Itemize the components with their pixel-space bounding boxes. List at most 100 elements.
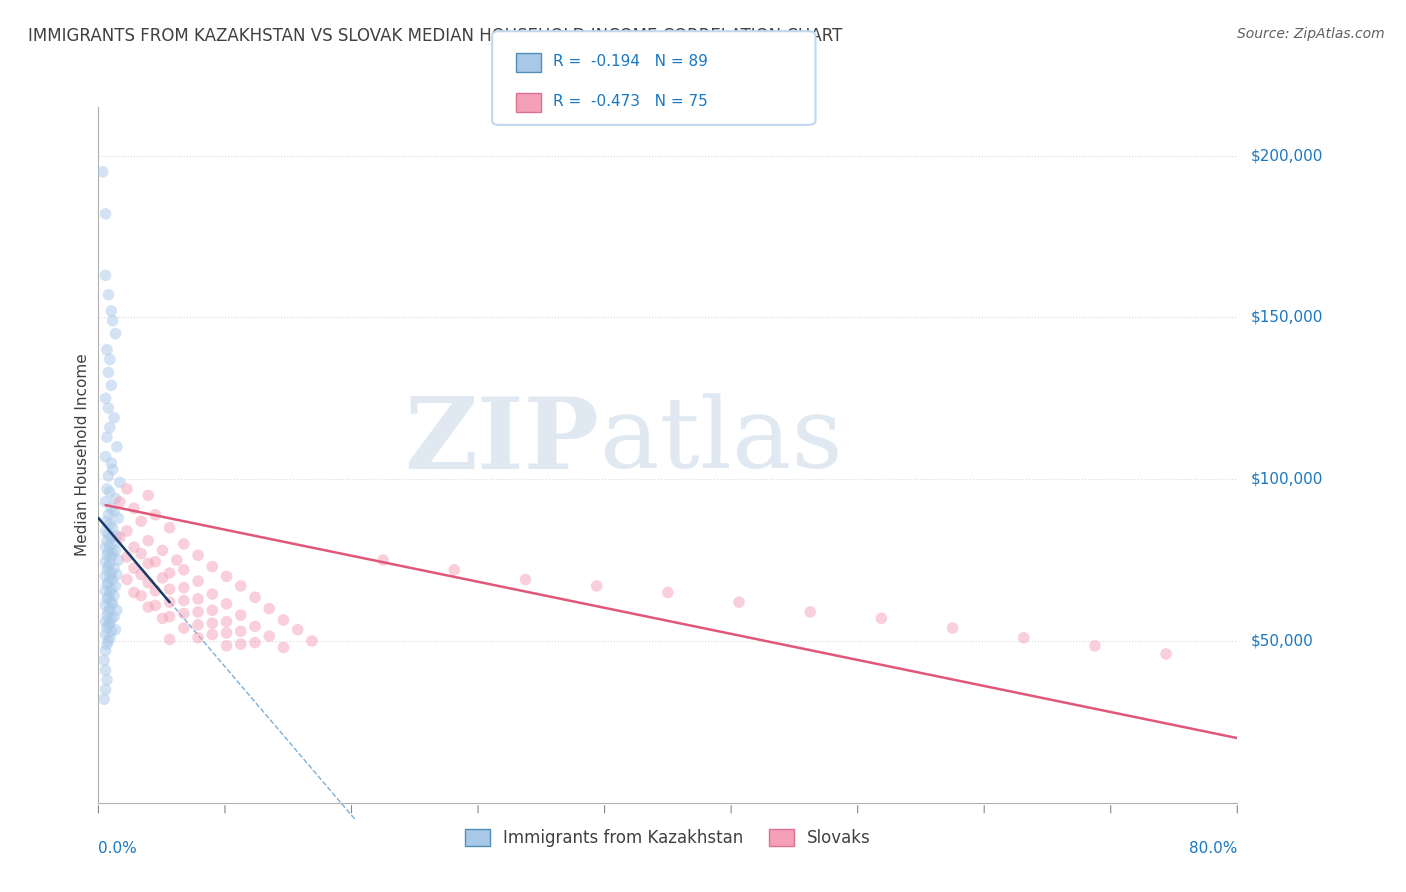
Point <box>159 609 181 624</box>
Point <box>105 603 128 617</box>
Point <box>108 475 131 490</box>
Point <box>159 582 181 597</box>
Point <box>97 545 120 559</box>
Point <box>98 517 121 532</box>
Point <box>122 585 145 599</box>
Point <box>215 569 238 583</box>
Point <box>94 450 117 464</box>
Point <box>98 352 121 367</box>
Point <box>98 571 121 585</box>
Point <box>98 485 121 500</box>
Point <box>443 563 465 577</box>
Point <box>136 557 159 571</box>
Point <box>97 575 120 590</box>
Point <box>100 456 122 470</box>
Point <box>97 559 120 574</box>
Text: R =  -0.473   N = 75: R = -0.473 N = 75 <box>553 95 707 109</box>
Point <box>201 559 224 574</box>
Point <box>107 511 129 525</box>
Point <box>96 514 118 528</box>
Point <box>215 639 238 653</box>
Text: $100,000: $100,000 <box>1251 472 1323 487</box>
Y-axis label: Median Household Income: Median Household Income <box>75 353 90 557</box>
Point <box>94 643 117 657</box>
Point <box>115 549 138 564</box>
Text: atlas: atlas <box>599 393 842 489</box>
Point <box>94 599 117 613</box>
Point <box>229 579 252 593</box>
Point <box>103 561 125 575</box>
Point <box>136 488 159 502</box>
Point <box>122 540 145 554</box>
Point <box>159 566 181 580</box>
Point <box>98 616 121 631</box>
Point <box>100 582 122 597</box>
Point <box>1154 647 1177 661</box>
Point <box>94 524 117 538</box>
Point <box>173 593 195 607</box>
Point <box>1012 631 1035 645</box>
Point <box>259 601 281 615</box>
Point <box>243 591 266 605</box>
Point <box>104 579 127 593</box>
Point <box>97 605 120 619</box>
Point <box>94 627 117 641</box>
Point <box>94 615 117 629</box>
Point <box>105 567 128 582</box>
Text: $50,000: $50,000 <box>1251 633 1315 648</box>
Text: $200,000: $200,000 <box>1251 148 1323 163</box>
Point <box>287 623 309 637</box>
Point <box>115 573 138 587</box>
Point <box>93 653 115 667</box>
Point <box>122 501 145 516</box>
Legend: Immigrants from Kazakhstan, Slovaks: Immigrants from Kazakhstan, Slovaks <box>458 822 877 854</box>
Point <box>728 595 751 609</box>
Point <box>98 601 121 615</box>
Point <box>104 543 127 558</box>
Point <box>159 632 181 647</box>
Point <box>152 571 174 585</box>
Point <box>96 673 118 687</box>
Point <box>96 621 118 635</box>
Text: IMMIGRANTS FROM KAZAKHSTAN VS SLOVAK MEDIAN HOUSEHOLD INCOME CORRELATION CHART: IMMIGRANTS FROM KAZAKHSTAN VS SLOVAK MED… <box>28 27 842 45</box>
Point <box>97 508 120 522</box>
Point <box>145 583 167 598</box>
Point <box>201 603 224 617</box>
Point <box>101 313 124 327</box>
Point <box>870 611 893 625</box>
Point <box>129 567 152 582</box>
Point <box>201 616 224 631</box>
Point <box>103 537 125 551</box>
Point <box>301 634 323 648</box>
Point <box>100 378 122 392</box>
Point <box>100 624 122 639</box>
Point <box>94 569 117 583</box>
Point <box>152 611 174 625</box>
Point <box>100 611 122 625</box>
Point <box>94 583 117 598</box>
Point <box>585 579 607 593</box>
Point <box>115 524 138 538</box>
Point <box>129 589 152 603</box>
Text: Source: ZipAtlas.com: Source: ZipAtlas.com <box>1237 27 1385 41</box>
Text: 80.0%: 80.0% <box>1189 841 1237 856</box>
Point <box>93 692 115 706</box>
Point <box>371 553 394 567</box>
Point <box>201 587 224 601</box>
Point <box>115 482 138 496</box>
Point <box>94 540 117 554</box>
Point <box>799 605 821 619</box>
Point <box>103 589 125 603</box>
Point <box>108 531 131 545</box>
Point <box>98 420 121 434</box>
Point <box>96 591 118 606</box>
Point <box>942 621 965 635</box>
Point <box>94 495 117 509</box>
Point <box>159 521 181 535</box>
Point <box>657 585 679 599</box>
Point <box>94 663 117 677</box>
Point <box>173 563 195 577</box>
Point <box>98 585 121 599</box>
Point <box>166 553 188 567</box>
Point <box>201 627 224 641</box>
